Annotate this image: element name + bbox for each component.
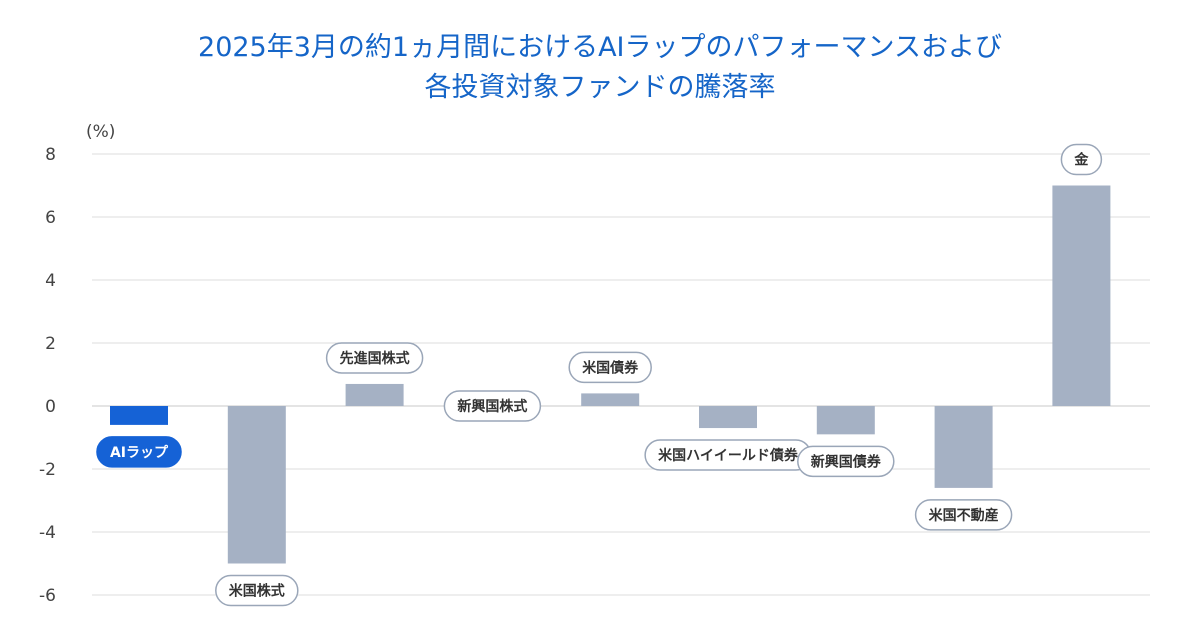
bar-label-pill [325, 342, 424, 374]
bar-label: 米国不動産 [914, 499, 1013, 531]
y-tick-label: -4 [39, 523, 56, 543]
bar-label-text: 先進国株式 [340, 350, 410, 367]
bar-label-text: AIラップ [110, 445, 169, 461]
bar-label: 新興国債券 [797, 445, 895, 478]
bar-label: 先進国株式 [325, 342, 424, 374]
bar-label-text: 新興国株式 [457, 398, 527, 415]
y-tick-label: -6 [39, 586, 56, 606]
bar [581, 393, 640, 406]
bar [934, 406, 993, 488]
y-tick-label: -2 [39, 460, 56, 480]
bar-label-text: 米国債券 [582, 359, 639, 376]
bar-label-text: 米国不動産 [929, 507, 999, 524]
y-tick-label: 6 [45, 208, 56, 228]
bar-label: 金 [1060, 143, 1103, 176]
bars [110, 185, 1111, 564]
bar-label-pill [1060, 143, 1103, 176]
y-tick-label: 8 [45, 145, 56, 165]
chart-title-line-1: 2025年3月の約1ヵ月間におけるAIラップのパフォーマンスおよび [198, 32, 1002, 63]
bar [1052, 185, 1111, 406]
chart-title: 2025年3月の約1ヵ月間におけるAIラップのパフォーマンスおよび 各投資対象フ… [0, 28, 1200, 108]
bar [345, 383, 404, 406]
bar-label-pill [215, 574, 299, 607]
bar-label-pill [914, 499, 1013, 531]
bar-label: 米国株式 [215, 574, 299, 607]
bar-label-text: 金 [1073, 152, 1089, 169]
bar [110, 406, 168, 425]
chart-title-line-2: 各投資対象ファンドの騰落率 [424, 72, 776, 103]
y-axis: (%) 8 6 4 2 0 -2 -4 -6 [39, 122, 115, 606]
bar-label-pill [443, 390, 542, 422]
y-tick-label: 2 [45, 334, 56, 354]
bar-label: AIラップ [96, 436, 182, 468]
bar-label-pill [797, 445, 895, 478]
bar-label-text: 米国株式 [229, 583, 285, 600]
y-tick-label: 0 [45, 397, 56, 417]
bar [816, 406, 875, 435]
bar-label-text: 米国ハイイールド債券 [658, 447, 799, 464]
bar-label: 米国ハイイールド債券 [644, 439, 812, 471]
bar-label: 新興国株式 [443, 390, 542, 422]
bar [699, 406, 757, 429]
y-axis-unit-label: (%) [86, 122, 115, 142]
y-tick-label: 4 [45, 271, 56, 291]
bar [227, 406, 286, 564]
bar-label-pill [96, 436, 182, 468]
bar-label-text: 新興国債券 [811, 453, 882, 470]
bar-label: 米国債券 [568, 351, 652, 384]
bar-label-pill [568, 351, 652, 384]
